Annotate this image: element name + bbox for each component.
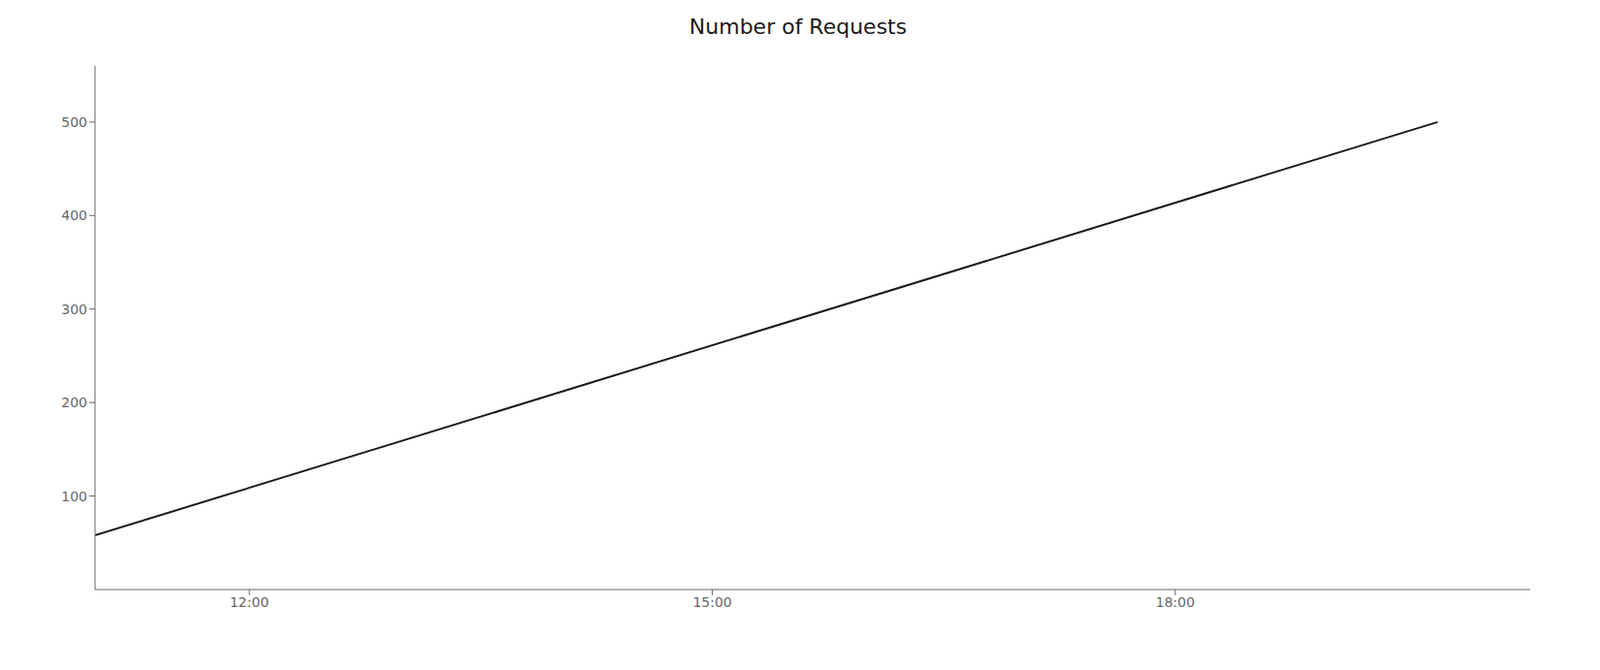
svg-text:100: 100 [61,488,88,505]
html-text:Number of Requests: Number of Requests [689,14,907,39]
svg-text:15:00: 15:00 [692,594,732,610]
svg-text:18:00: 18:00 [1155,594,1195,610]
svg-text:500: 500 [61,114,88,130]
svg-text:200: 200 [61,394,88,411]
svg-text:300: 300 [61,301,88,318]
svg-text:400: 400 [61,207,88,224]
svg-text:12:00: 12:00 [229,594,269,610]
